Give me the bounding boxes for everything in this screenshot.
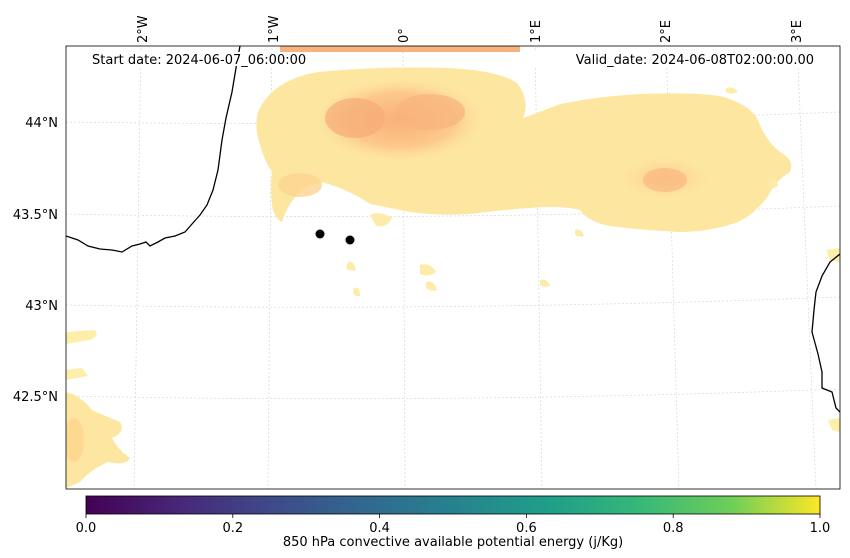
field-fragment-3 bbox=[426, 281, 437, 291]
lat-label-43n: 43°N bbox=[25, 299, 58, 314]
map-area[interactable] bbox=[64, 40, 840, 489]
station-marker-b bbox=[345, 235, 355, 245]
field-fragment-5 bbox=[353, 287, 360, 297]
field-sw-3 bbox=[66, 392, 130, 488]
field-se-1 bbox=[826, 248, 840, 262]
meridian-1w bbox=[267, 46, 273, 489]
meridian-2e bbox=[665, 46, 680, 489]
map-frame bbox=[65, 45, 841, 490]
colorbar-tick-2: 0.4 bbox=[369, 521, 390, 536]
field-sw-1 bbox=[66, 330, 97, 344]
colorbar-tick-0: 0.0 bbox=[76, 521, 97, 536]
longitude-labels: 2°W 1°W 0° 1°E 2°E 3°E bbox=[136, 15, 805, 43]
field-fragment-4 bbox=[346, 261, 356, 271]
colorbar: 0.0 0.2 0.4 0.6 0.8 1.0 850 hPa convecti… bbox=[76, 495, 831, 550]
meridian-3e bbox=[796, 46, 817, 489]
field-se-2 bbox=[828, 418, 840, 432]
coastline-mediterranean bbox=[811, 253, 840, 413]
colorbar-tick-4: 0.8 bbox=[663, 521, 684, 536]
colorbar-tick-3: 0.6 bbox=[516, 521, 537, 536]
colorbar-gradient bbox=[85, 495, 821, 515]
coastline-atlantic bbox=[66, 46, 241, 253]
latitude-labels: 44°N 43.5°N 43°N 42.5°N bbox=[13, 116, 58, 405]
lat-label-44n: 44°N bbox=[25, 116, 58, 131]
parallel-42-5n bbox=[66, 388, 840, 400]
valid-date-label: Valid_date: 2024-06-08T02:00:00.00 bbox=[576, 53, 814, 68]
field-fragment-2 bbox=[420, 264, 436, 276]
field-fragment-9 bbox=[726, 87, 738, 94]
field-sw-2 bbox=[66, 368, 88, 380]
colorbar-label: 850 hPa convective available potential e… bbox=[283, 535, 623, 550]
lat-label-42-5n: 42.5°N bbox=[13, 390, 58, 405]
parallel-43-5n bbox=[66, 205, 840, 218]
field-fragment-1 bbox=[370, 213, 392, 227]
lon-label-0: 0° bbox=[397, 28, 412, 43]
parallel-43n bbox=[66, 296, 840, 308]
start-date-label: Start date: 2024-06-07_06:00:00 bbox=[92, 53, 306, 68]
colorbar-ticks bbox=[85, 514, 821, 518]
station-markers bbox=[315, 229, 355, 245]
field-top-band bbox=[280, 46, 520, 52]
lon-label-3e: 3°E bbox=[790, 20, 805, 43]
station-marker-a bbox=[315, 229, 325, 239]
field-fragment-8 bbox=[768, 179, 778, 188]
meridian-2w bbox=[133, 46, 142, 489]
meridian-1e bbox=[534, 46, 543, 489]
colorbar-tick-5: 1.0 bbox=[810, 521, 831, 536]
field-fragment-7 bbox=[575, 229, 584, 237]
lon-label-1w: 1°W bbox=[267, 15, 282, 43]
colorbar-tick-1: 0.2 bbox=[222, 521, 243, 536]
coastlines bbox=[66, 46, 840, 413]
cape-field bbox=[66, 46, 840, 488]
lon-label-2w: 2°W bbox=[136, 15, 151, 43]
field-fragment-6 bbox=[540, 279, 550, 287]
meridian-0 bbox=[402, 46, 406, 489]
lon-label-2e: 2°E bbox=[659, 20, 674, 43]
lat-label-43-5n: 43.5°N bbox=[13, 208, 58, 223]
lon-label-1e: 1°E bbox=[529, 20, 544, 43]
